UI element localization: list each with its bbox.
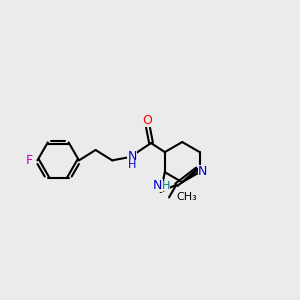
Text: H: H <box>162 181 170 190</box>
Text: F: F <box>26 154 33 167</box>
Text: N: N <box>198 165 207 178</box>
Text: CH₃: CH₃ <box>177 192 197 203</box>
Text: N: N <box>127 150 137 163</box>
Text: N: N <box>153 179 163 192</box>
Text: H: H <box>128 160 136 170</box>
Text: O: O <box>142 114 152 127</box>
